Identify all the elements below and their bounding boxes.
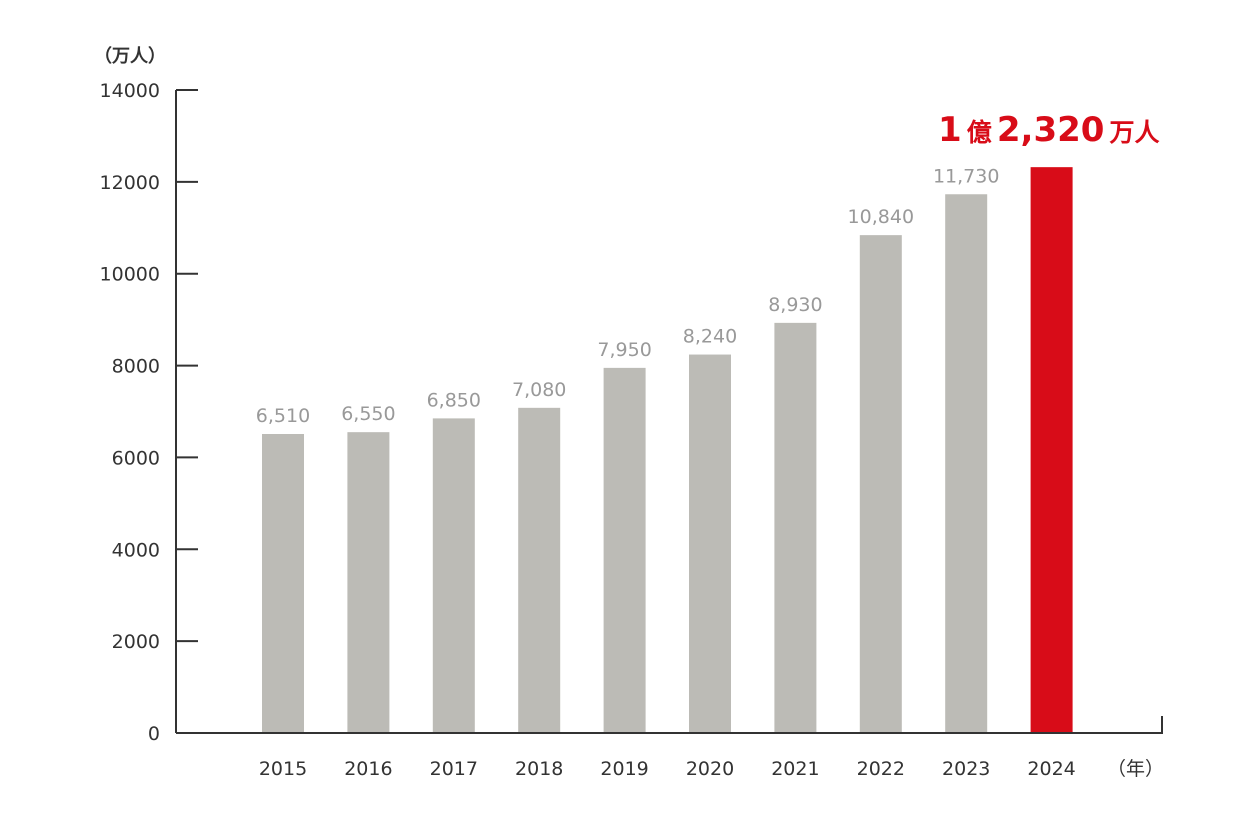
y-tick-label: 14000	[100, 80, 160, 102]
bar-2016	[347, 432, 390, 733]
value-label-2015: 6,510	[256, 405, 310, 427]
value-label-2018: 7,080	[512, 379, 566, 401]
bar-2023	[945, 194, 988, 733]
bar-2017	[432, 418, 475, 733]
x-tick-label-2019: 2019	[600, 758, 648, 780]
x-tick-label-2015: 2015	[259, 758, 307, 780]
highlight-word2: 万人	[1110, 118, 1160, 147]
x-tick-label-2021: 2021	[771, 758, 819, 780]
highlight-value-label: 1 億 2,320 万人	[938, 110, 1160, 150]
y-tick-label: 12000	[100, 172, 160, 194]
value-label-2020: 8,240	[683, 326, 737, 348]
y-tick-label: 0	[148, 723, 160, 745]
y-tick-label: 4000	[112, 539, 160, 561]
highlight-num2: 2,320	[997, 110, 1105, 150]
value-label-2019: 7,950	[597, 339, 651, 361]
bar-2021	[774, 322, 817, 733]
y-axis-ticks: 0 2000 4000 6000 8000 10000 12000 14000	[100, 80, 198, 745]
bar-2018	[518, 407, 561, 733]
x-tick-label-2023: 2023	[942, 758, 990, 780]
bar-2022	[859, 235, 902, 734]
y-tick-label: 8000	[112, 356, 160, 378]
bar-2024	[1030, 167, 1073, 733]
value-label-2017: 6,850	[427, 389, 481, 411]
bar-2015	[262, 434, 304, 733]
x-tick-label-2018: 2018	[515, 758, 563, 780]
value-label-2023: 11,730	[933, 165, 999, 187]
y-tick-label: 2000	[112, 631, 160, 653]
y-tick-label: 10000	[100, 264, 160, 286]
x-axis-unit-label: （年）	[1107, 758, 1164, 780]
value-labels: 6,510 6,550 6,850 7,080 7,950 8,240 8,930 10,84…	[256, 165, 1000, 427]
x-tick-label-2016: 2016	[344, 758, 392, 780]
x-tick-label-2022: 2022	[857, 758, 905, 780]
x-tick-label-2024: 2024	[1027, 758, 1075, 780]
x-axis-labels: 2015 2016 2017 2018 2019 2020 2021 2022 2023 2024	[259, 758, 1076, 780]
bar-2020	[689, 354, 731, 733]
y-tick-label: 6000	[112, 447, 160, 469]
value-label-2021: 8,930	[768, 294, 822, 316]
y-axis-unit-label: （万人）	[94, 46, 166, 67]
x-tick-label-2020: 2020	[686, 758, 734, 780]
bar-2019	[603, 367, 646, 733]
highlight-num1: 1	[938, 110, 962, 150]
bars	[262, 167, 1073, 734]
highlight-word1: 億	[967, 118, 992, 147]
value-label-2016: 6,550	[341, 403, 395, 425]
value-label-2022: 10,840	[848, 206, 914, 228]
x-tick-label-2017: 2017	[430, 758, 478, 780]
